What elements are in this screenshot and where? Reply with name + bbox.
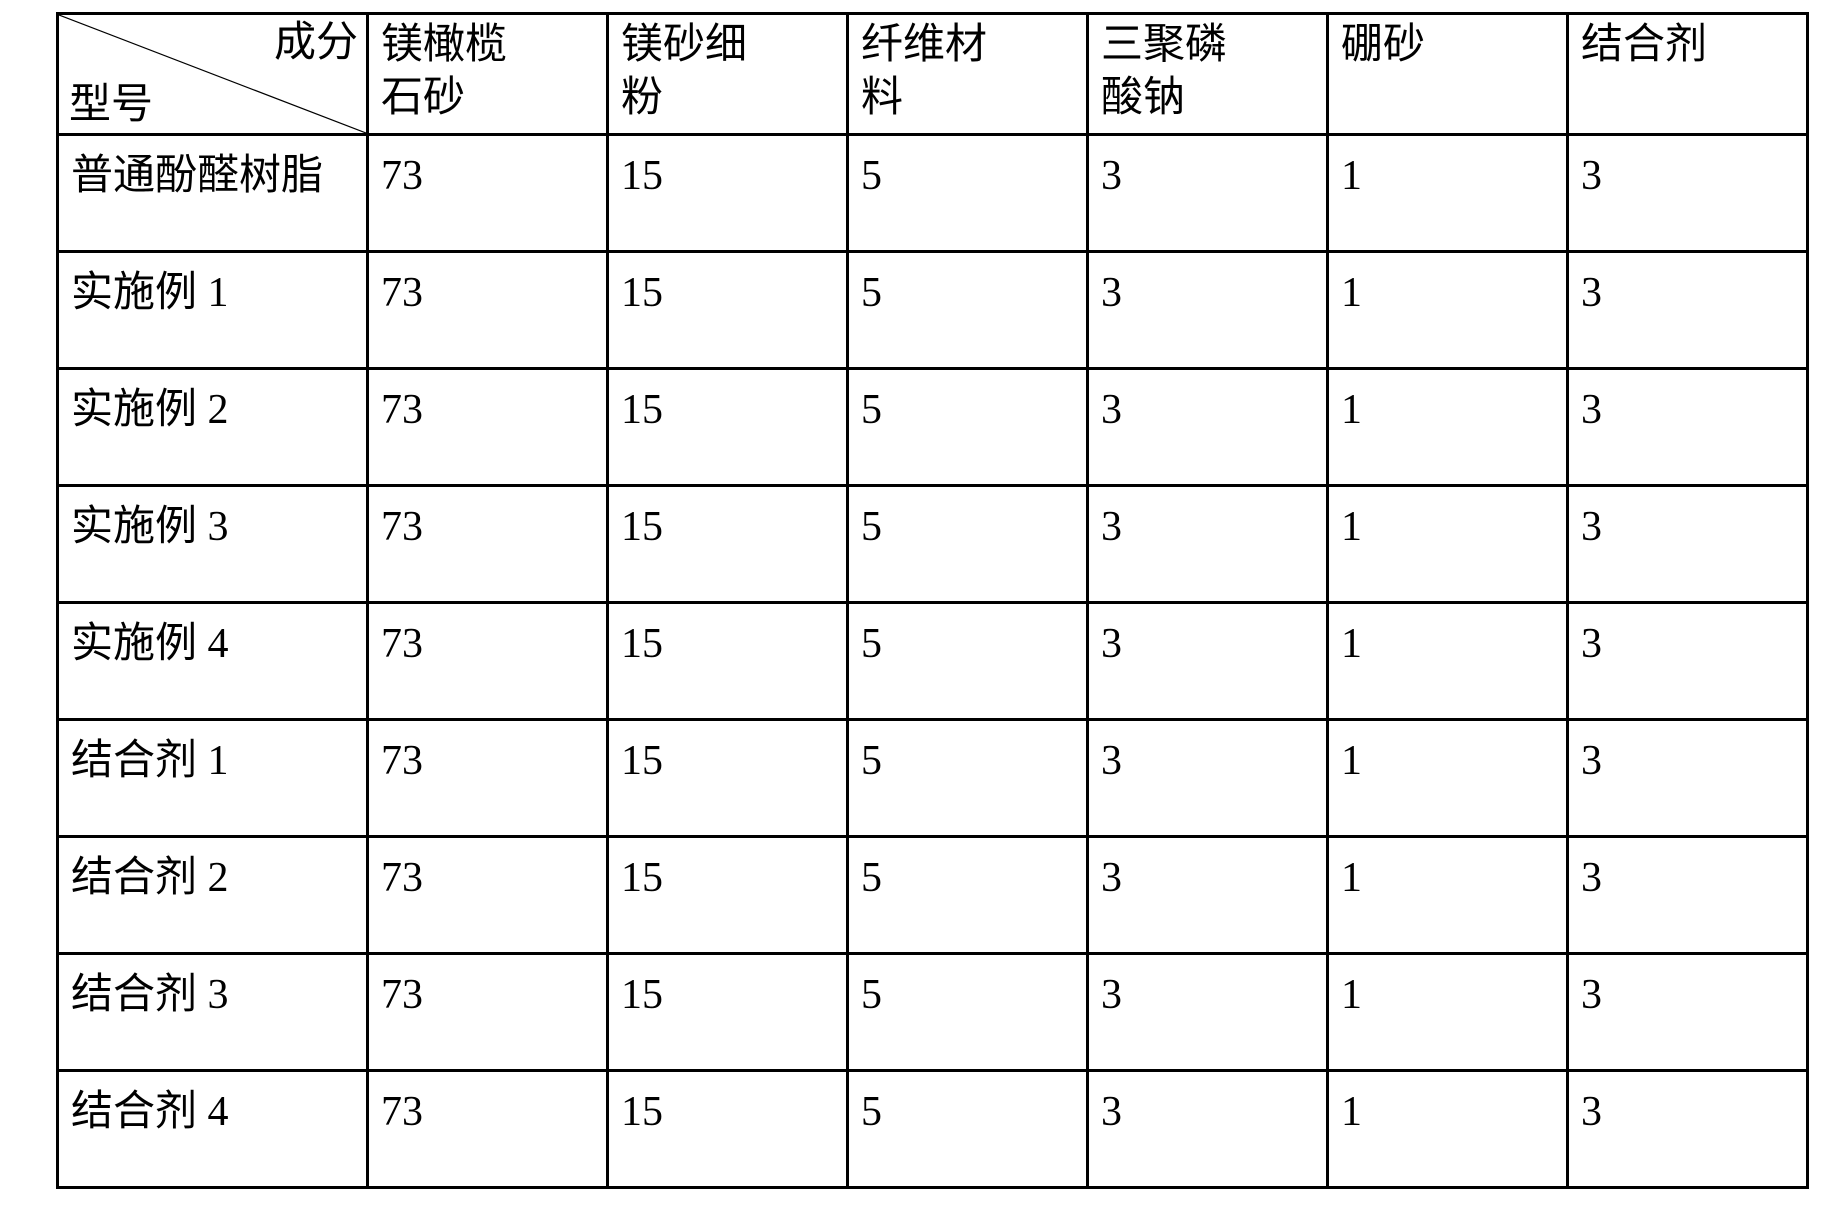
cell: 3: [1088, 369, 1328, 486]
cell: 3: [1568, 954, 1808, 1071]
cell: 1: [1328, 603, 1568, 720]
col-header-label: 镁橄榄石砂: [381, 19, 598, 124]
cell: 5: [848, 837, 1088, 954]
cell: 3: [1088, 954, 1328, 1071]
col-header: 镁砂细粉: [608, 14, 848, 135]
cell: 15: [608, 837, 848, 954]
cell: 3: [1088, 837, 1328, 954]
cell: 15: [608, 369, 848, 486]
col-header-label: 纤维材料: [861, 19, 1078, 124]
cell: 5: [848, 135, 1088, 252]
cell: 3: [1568, 720, 1808, 837]
diag-bottom-label: 型号: [69, 79, 153, 132]
diag-top-label: 成分: [274, 17, 358, 70]
cell: 3: [1088, 1071, 1328, 1188]
table-row: 实施例 2 73 15 5 3 1 3: [58, 369, 1808, 486]
cell: 15: [608, 135, 848, 252]
cell: 73: [368, 135, 608, 252]
cell: 15: [608, 720, 848, 837]
cell: 73: [368, 1071, 608, 1188]
row-label: 实施例 4: [58, 603, 368, 720]
cell: 3: [1088, 252, 1328, 369]
cell: 3: [1088, 135, 1328, 252]
table-row: 实施例 1 73 15 5 3 1 3: [58, 252, 1808, 369]
col-header-label: 结合剂: [1581, 19, 1798, 72]
table-row: 实施例 3 73 15 5 3 1 3: [58, 486, 1808, 603]
cell: 15: [608, 486, 848, 603]
cell: 3: [1088, 486, 1328, 603]
col-header: 镁橄榄石砂: [368, 14, 608, 135]
cell: 5: [848, 252, 1088, 369]
cell: 15: [608, 954, 848, 1071]
cell: 3: [1568, 1071, 1808, 1188]
cell: 1: [1328, 135, 1568, 252]
cell: 3: [1568, 603, 1808, 720]
cell: 3: [1568, 369, 1808, 486]
row-label: 实施例 3: [58, 486, 368, 603]
cell: 5: [848, 369, 1088, 486]
cell: 1: [1328, 252, 1568, 369]
cell: 5: [848, 954, 1088, 1071]
cell: 3: [1568, 837, 1808, 954]
cell: 73: [368, 954, 608, 1071]
cell: 1: [1328, 954, 1568, 1071]
table-row: 结合剂 4 73 15 5 3 1 3: [58, 1071, 1808, 1188]
composition-table: 成分 型号 镁橄榄石砂 镁砂细粉 纤维材料 三聚磷酸钠 硼砂 结合剂 普通酚醛树…: [56, 12, 1809, 1189]
cell: 73: [368, 252, 608, 369]
cell: 1: [1328, 369, 1568, 486]
row-label: 结合剂 2: [58, 837, 368, 954]
row-label: 结合剂 4: [58, 1071, 368, 1188]
diagonal-header-cell: 成分 型号: [58, 14, 368, 135]
col-header: 结合剂: [1568, 14, 1808, 135]
col-header: 硼砂: [1328, 14, 1568, 135]
col-header: 纤维材料: [848, 14, 1088, 135]
row-label: 结合剂 1: [58, 720, 368, 837]
table-header-row: 成分 型号 镁橄榄石砂 镁砂细粉 纤维材料 三聚磷酸钠 硼砂 结合剂: [58, 14, 1808, 135]
cell: 5: [848, 603, 1088, 720]
table-row: 结合剂 3 73 15 5 3 1 3: [58, 954, 1808, 1071]
table-row: 结合剂 2 73 15 5 3 1 3: [58, 837, 1808, 954]
cell: 73: [368, 837, 608, 954]
cell: 15: [608, 1071, 848, 1188]
cell: 5: [848, 486, 1088, 603]
cell: 5: [848, 1071, 1088, 1188]
cell: 1: [1328, 720, 1568, 837]
table-row: 实施例 4 73 15 5 3 1 3: [58, 603, 1808, 720]
cell: 5: [848, 720, 1088, 837]
row-label: 普通酚醛树脂: [58, 135, 368, 252]
table-row: 结合剂 1 73 15 5 3 1 3: [58, 720, 1808, 837]
table-row: 普通酚醛树脂 73 15 5 3 1 3: [58, 135, 1808, 252]
cell: 3: [1568, 486, 1808, 603]
row-label: 实施例 1: [58, 252, 368, 369]
cell: 3: [1088, 603, 1328, 720]
row-label: 结合剂 3: [58, 954, 368, 1071]
col-header-label: 镁砂细粉: [621, 19, 838, 124]
cell: 73: [368, 486, 608, 603]
cell: 73: [368, 603, 608, 720]
cell: 3: [1568, 135, 1808, 252]
cell: 1: [1328, 1071, 1568, 1188]
cell: 3: [1088, 720, 1328, 837]
cell: 3: [1568, 252, 1808, 369]
col-header-label: 三聚磷酸钠: [1101, 19, 1318, 124]
cell: 15: [608, 603, 848, 720]
cell: 1: [1328, 486, 1568, 603]
row-label: 实施例 2: [58, 369, 368, 486]
col-header-label: 硼砂: [1341, 19, 1558, 72]
cell: 73: [368, 369, 608, 486]
page: 成分 型号 镁橄榄石砂 镁砂细粉 纤维材料 三聚磷酸钠 硼砂 结合剂 普通酚醛树…: [0, 0, 1836, 1222]
cell: 1: [1328, 837, 1568, 954]
cell: 15: [608, 252, 848, 369]
col-header: 三聚磷酸钠: [1088, 14, 1328, 135]
cell: 73: [368, 720, 608, 837]
